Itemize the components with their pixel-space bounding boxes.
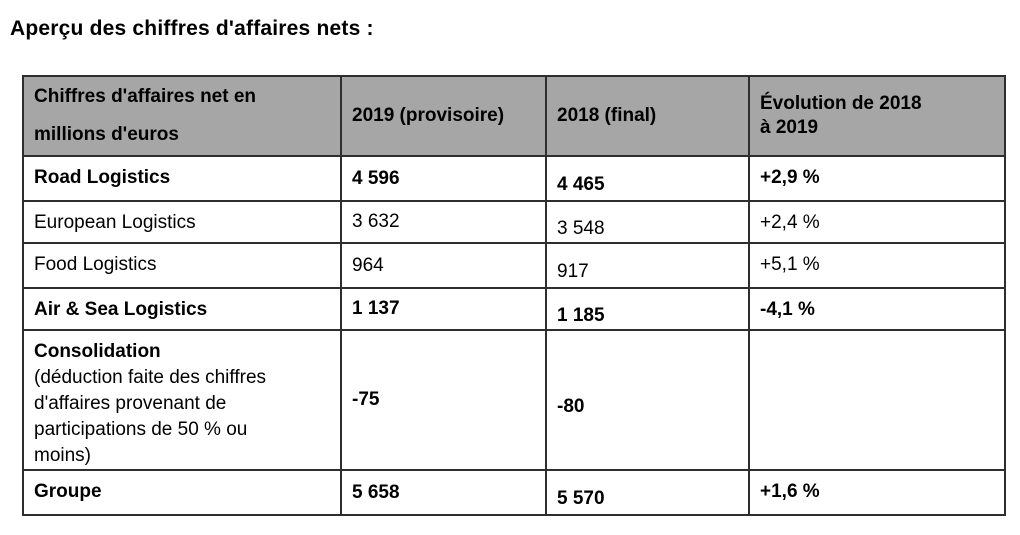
header-row: Chiffres d'affaires net en millions d'eu… — [22, 75, 1006, 157]
value-evolution: +2,9 % — [748, 155, 1006, 202]
header-cell-2018: 2018 (final) — [545, 75, 750, 157]
table-row-consolidation: Consolidation (déduction faite des chiff… — [22, 329, 1006, 471]
value-2019: -75 — [340, 329, 547, 471]
row-label: Air & Sea Logistics — [22, 287, 342, 331]
header-cell-evolution: Évolution de 2018 à 2019 — [748, 75, 1006, 157]
table-body: Road Logistics 4 596 4 465 +2,9 % Europe… — [22, 155, 1006, 516]
header-cell-metric: Chiffres d'affaires net en millions d'eu… — [22, 75, 342, 157]
table-header: Chiffres d'affaires net en millions d'eu… — [22, 75, 1006, 157]
value-2018: -80 — [545, 329, 750, 471]
value-2018: 5 570 — [545, 469, 750, 516]
value-evolution: +2,4 % — [748, 200, 1006, 244]
value-2019: 4 596 — [340, 155, 547, 202]
value-2018: 1 185 — [545, 287, 750, 331]
table-row-groupe: Groupe 5 658 5 570 +1,6 % — [22, 469, 1006, 516]
table-row-food-logistics: Food Logistics 964 917 +5,1 % — [22, 242, 1006, 289]
value-2018: 3 548 — [545, 200, 750, 244]
value-evolution: -4,1 % — [748, 287, 1006, 331]
row-label: Food Logistics — [22, 242, 342, 289]
value-evolution — [748, 329, 1006, 471]
net-revenue-table: Chiffres d'affaires net en millions d'eu… — [22, 75, 1006, 516]
value-2019: 1 137 — [340, 287, 547, 331]
page-title: Aperçu des chiffres d'affaires nets : — [10, 17, 374, 40]
value-2018: 4 465 — [545, 155, 750, 202]
value-2019: 3 632 — [340, 200, 547, 244]
header-cell-2019: 2019 (provisoire) — [340, 75, 547, 157]
value-2019: 964 — [340, 242, 547, 289]
table-row-air-sea-logistics: Air & Sea Logistics 1 137 1 185 -4,1 % — [22, 287, 1006, 331]
table-row-road-logistics: Road Logistics 4 596 4 465 +2,9 % — [22, 155, 1006, 202]
value-2019: 5 658 — [340, 469, 547, 516]
value-evolution: +5,1 % — [748, 242, 1006, 289]
row-label: Consolidation (déduction faite des chiff… — [22, 329, 342, 471]
row-label: Road Logistics — [22, 155, 342, 202]
consolidation-label: Consolidation — [34, 341, 161, 362]
row-label: Groupe — [22, 469, 342, 516]
table-row-european-logistics: European Logistics 3 632 3 548 +2,4 % — [22, 200, 1006, 244]
value-2018: 917 — [545, 242, 750, 289]
row-label: European Logistics — [22, 200, 342, 244]
consolidation-note: (déduction faite des chiffres d'affaires… — [34, 367, 267, 466]
value-evolution: +1,6 % — [748, 469, 1006, 516]
